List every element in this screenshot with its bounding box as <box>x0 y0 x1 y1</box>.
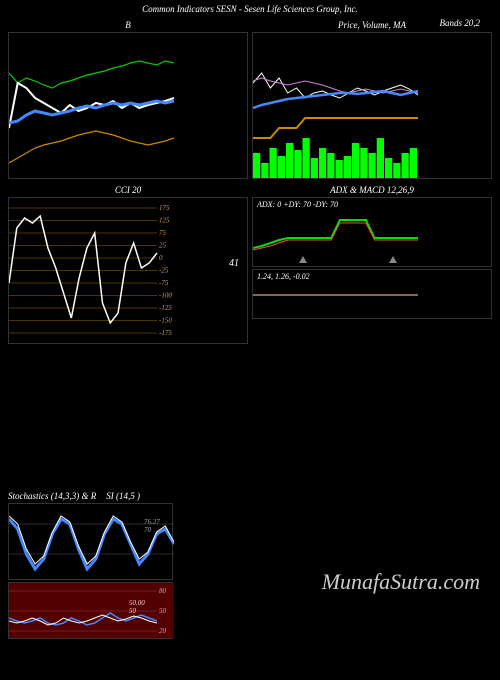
svg-text:0: 0 <box>159 254 163 262</box>
stoch-svg: 76.2770 <box>9 504 174 579</box>
chart-title: CCI 20 <box>8 183 248 197</box>
price-svg <box>253 33 418 178</box>
svg-text:70: 70 <box>144 526 152 534</box>
chart-title: ADX & MACD 12,26,9 <box>252 183 492 197</box>
bollinger-svg <box>9 33 174 178</box>
svg-text:-175: -175 <box>159 329 172 337</box>
bands-label: Bands 20,2 <box>440 18 481 28</box>
svg-text:-25: -25 <box>159 267 169 275</box>
adx-label: ADX: 0 +DY: 70 -DY: 70 <box>257 200 338 209</box>
svg-text:-150: -150 <box>159 317 172 325</box>
svg-text:125: 125 <box>159 217 170 225</box>
cci-value: 41 <box>229 258 239 269</box>
svg-text:-100: -100 <box>159 292 172 300</box>
stoch-title: Stochastics (14,3,3) & R <box>8 491 96 501</box>
chart-cci: CCI 20 175 125 75 25 0 -25 -75 -100 -125 -150 -175… <box>8 183 248 344</box>
svg-text:50: 50 <box>129 607 137 615</box>
svg-text:-125: -125 <box>159 304 172 312</box>
svg-text:175: 175 <box>159 204 170 212</box>
chart-bollinger: B <box>8 18 248 179</box>
chart-adx-macd: ADX & MACD 12,26,9 ADX: 0 +DY: 70 -DY: 7… <box>252 183 492 344</box>
macd-label: 1.24, 1.26, -0.02 <box>257 272 310 281</box>
svg-text:80: 80 <box>159 587 167 595</box>
page-title: Common Indicators SESN - Sesen Life Scie… <box>0 0 500 18</box>
svg-text:-75: -75 <box>159 279 169 287</box>
chart-title: B <box>8 18 248 32</box>
cci-svg: 175 125 75 25 0 -25 -75 -100 -125 -150 -175 <box>9 198 174 343</box>
rsi-svg: 80502050.0050 <box>9 583 174 638</box>
rsi-title: SI (14,5 ) <box>106 491 140 501</box>
svg-text:20: 20 <box>159 627 167 635</box>
svg-text:25: 25 <box>159 242 167 250</box>
svg-text:76.27: 76.27 <box>144 518 160 526</box>
svg-text:50: 50 <box>159 607 167 615</box>
chart-price: Price, Volume, MA <box>252 18 492 179</box>
spacer <box>0 344 500 489</box>
watermark: MunafaSutra.com <box>322 569 480 595</box>
chart-grid: B Price, Volume, MA CCI 20 175 125 75 25 0 -2… <box>0 18 500 344</box>
svg-text:50.00: 50.00 <box>129 599 145 607</box>
svg-text:75: 75 <box>159 229 167 237</box>
bottom-row: Stochastics (14,3,3) & R SI (14,5 ) 76.2… <box>0 489 500 639</box>
